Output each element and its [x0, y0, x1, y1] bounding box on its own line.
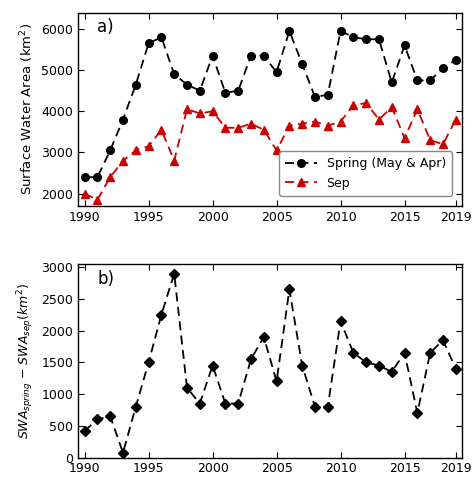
Spring (May & Apr) [261, 52, 266, 59]
Spring (May & Apr) [312, 94, 318, 100]
Sep [440, 141, 446, 147]
Sep [197, 110, 203, 116]
Spring (May & Apr) [402, 42, 408, 48]
Spring (May & Apr) [248, 52, 254, 59]
Spring (May & Apr) [210, 52, 215, 59]
Spring (May & Apr) [376, 36, 382, 43]
Spring (May & Apr) [171, 71, 177, 77]
Spring (May & Apr) [146, 40, 151, 46]
Spring (May & Apr) [414, 78, 420, 84]
Spring (May & Apr) [94, 174, 100, 180]
Sep [287, 122, 292, 128]
Spring (May & Apr) [82, 174, 88, 180]
Sep [236, 125, 241, 131]
Sep [248, 120, 254, 126]
Y-axis label: $SWA_{spring}$ $-$ $SWA_{sep}$($km^2$): $SWA_{spring}$ $-$ $SWA_{sep}$($km^2$) [15, 282, 36, 439]
Sep [389, 104, 394, 110]
Sep [337, 118, 343, 124]
Sep [261, 127, 266, 133]
Spring (May & Apr) [184, 82, 190, 87]
Spring (May & Apr) [389, 80, 394, 86]
Sep [133, 148, 138, 154]
Spring (May & Apr) [108, 148, 113, 154]
Line: Spring (May & Apr): Spring (May & Apr) [81, 27, 460, 181]
Sep [299, 120, 305, 126]
Sep [184, 106, 190, 112]
Sep [159, 127, 164, 133]
Sep [222, 125, 228, 131]
Spring (May & Apr) [133, 82, 138, 87]
Spring (May & Apr) [236, 88, 241, 94]
Spring (May & Apr) [120, 116, 126, 122]
Legend: Spring (May & Apr), Sep: Spring (May & Apr), Sep [279, 151, 452, 196]
Spring (May & Apr) [453, 57, 459, 63]
Spring (May & Apr) [350, 34, 356, 40]
Sep [453, 116, 459, 122]
Spring (May & Apr) [287, 28, 292, 34]
Sep [312, 118, 318, 124]
Spring (May & Apr) [299, 61, 305, 67]
Line: Sep: Sep [81, 99, 460, 204]
Y-axis label: Surface Water Area (km$^2$): Surface Water Area (km$^2$) [18, 23, 36, 196]
Spring (May & Apr) [427, 78, 433, 84]
Spring (May & Apr) [222, 90, 228, 96]
Spring (May & Apr) [337, 28, 343, 34]
Spring (May & Apr) [159, 34, 164, 40]
Sep [210, 108, 215, 114]
Sep [350, 102, 356, 108]
Sep [427, 137, 433, 143]
Spring (May & Apr) [364, 36, 369, 43]
Sep [325, 122, 331, 128]
Text: b): b) [98, 270, 114, 288]
Spring (May & Apr) [197, 88, 203, 94]
Spring (May & Apr) [325, 92, 331, 98]
Sep [171, 158, 177, 164]
Sep [108, 174, 113, 180]
Text: a): a) [98, 18, 114, 36]
Spring (May & Apr) [274, 69, 280, 75]
Sep [94, 197, 100, 203]
Sep [402, 135, 408, 141]
Sep [414, 106, 420, 112]
Spring (May & Apr) [440, 65, 446, 71]
Sep [376, 116, 382, 122]
Sep [274, 148, 280, 154]
Sep [364, 100, 369, 106]
Sep [82, 190, 88, 196]
Sep [146, 144, 151, 150]
Sep [120, 158, 126, 164]
